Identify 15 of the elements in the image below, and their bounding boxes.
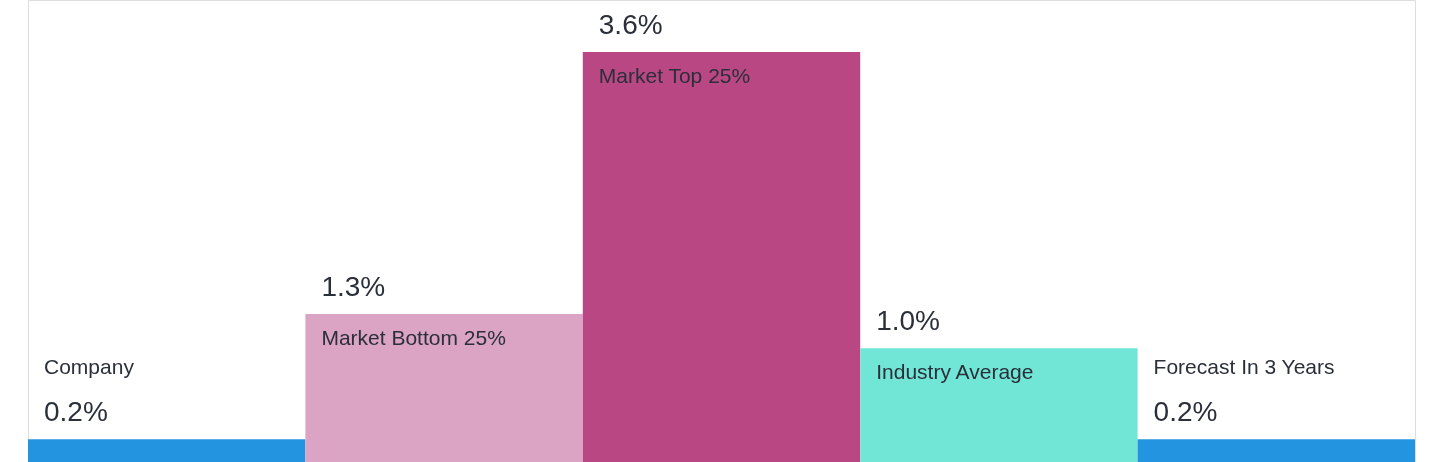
bar [582, 52, 861, 462]
x-tick-label: Company [44, 355, 135, 379]
bar [1137, 439, 1415, 462]
x-tick-label: Industry Average [876, 360, 1034, 384]
x-tick-label: Market Bottom 25% [321, 325, 506, 349]
data-label: 1.0% [876, 305, 941, 337]
data-label: 3.6% [598, 9, 663, 41]
bar [305, 313, 583, 462]
x-tick-label: Forecast In 3 Years [1153, 355, 1335, 379]
data-label: 1.3% [321, 270, 386, 302]
data-label: 0.2% [44, 396, 108, 428]
data-label: 0.2% [1153, 396, 1218, 428]
bar [28, 439, 306, 462]
bar [860, 348, 1138, 462]
x-tick-label: Market Top 25% [598, 64, 751, 88]
